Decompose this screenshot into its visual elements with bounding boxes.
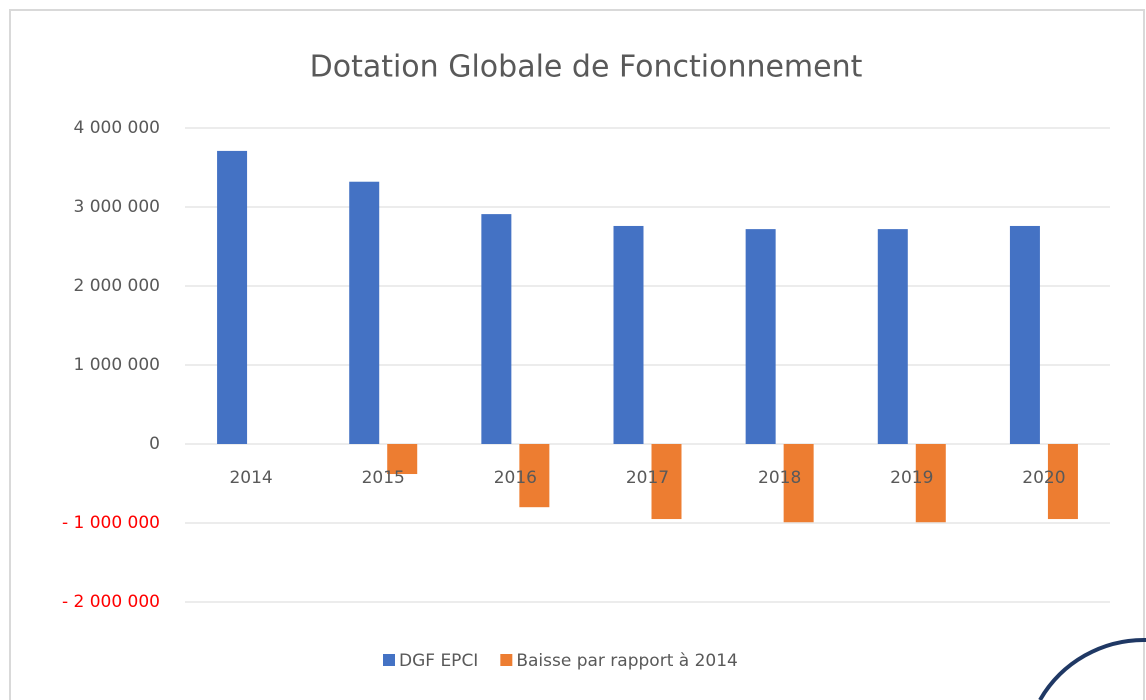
y-tick-label: 2 000 000	[73, 276, 160, 296]
legend-swatch	[383, 654, 395, 666]
bar	[651, 444, 682, 520]
bar	[519, 444, 550, 508]
x-tick-label: 2016	[494, 468, 537, 488]
bar	[1009, 225, 1040, 444]
bar	[387, 444, 418, 475]
y-tick-label: 0	[149, 434, 160, 454]
bar	[915, 444, 946, 523]
chart-frame	[9, 9, 1145, 700]
bar	[1047, 444, 1078, 520]
y-tick-label: - 2 000 000	[62, 592, 160, 612]
x-tick-label: 2017	[626, 468, 669, 488]
bar	[217, 150, 248, 444]
bar	[745, 229, 776, 444]
bar	[783, 444, 814, 523]
bar	[877, 229, 908, 444]
bar	[613, 225, 644, 444]
bar	[481, 214, 512, 444]
x-tick-label: 2018	[758, 468, 801, 488]
y-tick-label: - 1 000 000	[62, 513, 160, 533]
legend-swatch	[500, 654, 513, 666]
decoration-arc	[1038, 637, 1146, 700]
legend-label: Baisse par rapport à 2014	[516, 651, 738, 671]
x-tick-label: 2014	[229, 468, 272, 488]
x-tick-label: 2019	[890, 468, 933, 488]
x-tick-label: 2015	[362, 468, 405, 488]
legend-label: DGF EPCI	[399, 651, 478, 671]
y-tick-label: 4 000 000	[73, 118, 160, 138]
chart-title: Dotation Globale de Fonctionnement	[310, 50, 863, 85]
y-tick-label: 3 000 000	[73, 197, 160, 217]
y-tick-label: 1 000 000	[73, 355, 160, 375]
bar	[349, 181, 380, 444]
x-tick-label: 2020	[1022, 468, 1065, 488]
